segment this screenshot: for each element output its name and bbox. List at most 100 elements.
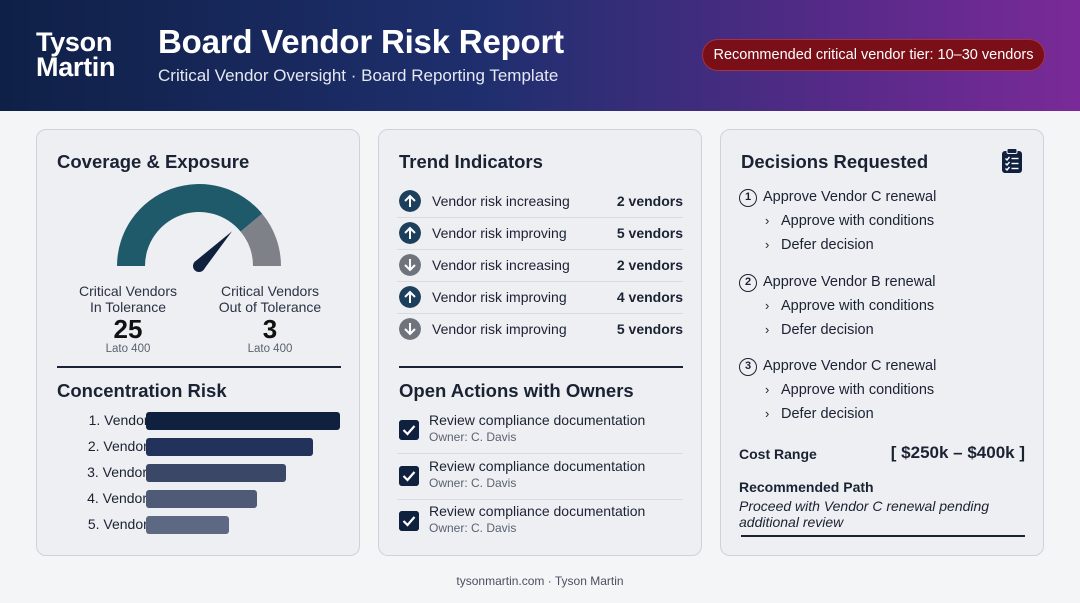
decision-option-label: Defer decision [781,237,874,253]
decision-heading: Approve Vendor C renewal [763,189,937,205]
action-owner: Owner: C. Davis [429,475,517,490]
out-tolerance-sub: Lato 400 [247,343,293,355]
concentration-label: 1. Vendor A [88,412,161,428]
trend-row: Vendor risk improving 5 vendors [397,218,683,250]
in-tolerance-sub: Lato 400 [105,343,151,355]
recommended-path-text: Proceed with Vendor C renewal pending ad… [739,498,990,530]
in-tolerance-label: Critical Vendors In Tolerance [63,283,193,315]
coverage-title: Coverage & Exposure [57,151,250,172]
page-title: Board Vendor Risk Report [158,23,564,60]
gauge-needle [193,231,233,272]
trends-card: Trend Indicators Vendor risk increasing 2… [378,129,702,556]
trend-row: Vendor risk improving 5 vendors [397,314,683,346]
concentration-bar [146,464,286,482]
decision-item: 2 Approve Vendor B renewal [739,273,936,292]
checkbox-checked-icon[interactable] [399,511,419,531]
clipboard-check-icon [1002,148,1022,173]
concentration-label: 3. Vendor C [87,464,161,480]
in-tolerance-label-line2: In Tolerance [89,299,166,315]
trend-text: Vendor risk improving [432,321,567,337]
in-tolerance-value: 25 [113,314,143,344]
trend-value: 5 vendors [616,225,683,241]
trends-title: Trend Indicators [399,151,543,172]
decision-number: 2 [739,273,757,292]
trend-value: 4 vendors [616,289,683,305]
decision-option[interactable]: › Approve with conditions [765,382,934,398]
decision-option-label: Approve with conditions [781,382,935,398]
decision-option[interactable]: › Defer decision [765,322,874,338]
trend-value: 2 vendors [616,193,683,209]
logo-line-2: Martin [36,52,116,82]
concentration-label: 2. Vendor B [87,438,161,454]
out-tolerance-label: Critical Vendors Out of Tolerance [205,283,335,315]
arrow-down-icon [399,254,421,276]
arrow-up-icon [399,286,421,308]
tolerance-gauge [117,184,281,272]
decision-heading: Approve Vendor C renewal [763,358,937,374]
gauge-in-tolerance-arc [117,184,263,266]
checkbox-checked-icon[interactable] [399,420,419,440]
concentration-label: 4. Vendor D [87,490,161,506]
trend-value: 5 vendors [616,321,683,337]
coverage-card: Coverage & Exposure Critical Vendors In … [36,129,360,556]
decision-option[interactable]: › Defer decision [765,237,874,253]
concentration-bar [146,438,313,456]
concentration-bar [146,412,340,430]
decision-number: 1 [739,189,757,207]
concentration-bar [146,516,230,534]
header-banner: Tyson Martin Board Vendor Risk Report Cr… [0,0,1080,111]
recommended-tier-badge: Recommended critical vendor tier: 10–30 … [702,39,1045,71]
decision-option-label: Approve with conditions [781,213,935,229]
cost-range-label: Cost Range [739,446,817,462]
action-item: Review compliance documentation Owner: C.… [397,412,683,454]
trend-row: Vendor risk increasing 2 vendors [397,186,683,218]
trend-value: 2 vendors [616,257,683,273]
concentration-bar [146,490,257,508]
footer-credit: tysonmartin.com · Tyson Martin [456,574,624,588]
checkbox-checked-icon[interactable] [399,465,419,486]
decision-heading: Approve Vendor B renewal [763,273,936,290]
concentration-row: 3. Vendor C [37,463,357,483]
decisions-card: Decisions Requested 1 Approve Vendor C re… [720,129,1044,556]
concentration-row: 2. Vendor B [37,437,357,457]
arrow-up-icon [399,222,421,244]
out-tolerance-label-line2: Out of Tolerance [218,299,322,315]
concentration-row: 5. Vendor E [37,515,357,535]
action-text: Review compliance documentation [429,412,646,428]
out-tolerance-label-line1: Critical Vendors [220,283,320,299]
concentration-row: 1. Vendor A [37,411,357,431]
gauge-out-tolerance-arc [240,213,281,266]
chevron-right-icon: › [765,297,770,313]
actions-title: Open Actions with Owners [399,380,634,401]
decisions-title: Decisions Requested [741,151,929,172]
action-text: Review compliance documentation [429,503,646,519]
logo-line-1: Tyson [36,27,113,57]
decision-option[interactable]: › Approve with conditions [765,298,934,314]
trend-text: Vendor risk improving [432,225,567,241]
arrow-down-icon [399,318,421,340]
decision-option-label: Approve with conditions [781,297,935,314]
action-item: Review compliance documentation Owner: C.… [397,458,683,500]
concentration-label: 5. Vendor E [87,516,161,532]
chevron-right-icon: › [765,321,770,337]
out-tolerance-value: 3 [262,314,278,344]
concentration-title: Concentration Risk [57,380,227,401]
chevron-right-icon: › [765,237,770,252]
concentration-row: 4. Vendor D [37,489,357,509]
trend-row: Vendor risk improving 4 vendors [397,282,683,314]
decision-item: 1 Approve Vendor C renewal [739,189,936,207]
decision-option[interactable]: › Defer decision [765,406,874,422]
recommended-path-label: Recommended Path [739,479,874,495]
decision-option[interactable]: › Approve with conditions [765,213,934,229]
decision-option-label: Defer decision [781,406,874,422]
arrow-up-icon [399,190,421,212]
coverage-divider [57,366,341,368]
trend-row: Vendor risk increasing 2 vendors [397,250,683,282]
in-tolerance-label-line1: Critical Vendors [78,283,178,299]
action-owner: Owner: C. Davis [429,521,517,535]
chevron-right-icon: › [765,213,770,228]
page-subtitle: Critical Vendor Oversight · Board Report… [158,66,559,85]
chevron-right-icon: › [765,406,770,421]
trend-text: Vendor risk improving [432,289,567,305]
cost-range-value: [ $250k – $400k ] [890,443,1025,462]
